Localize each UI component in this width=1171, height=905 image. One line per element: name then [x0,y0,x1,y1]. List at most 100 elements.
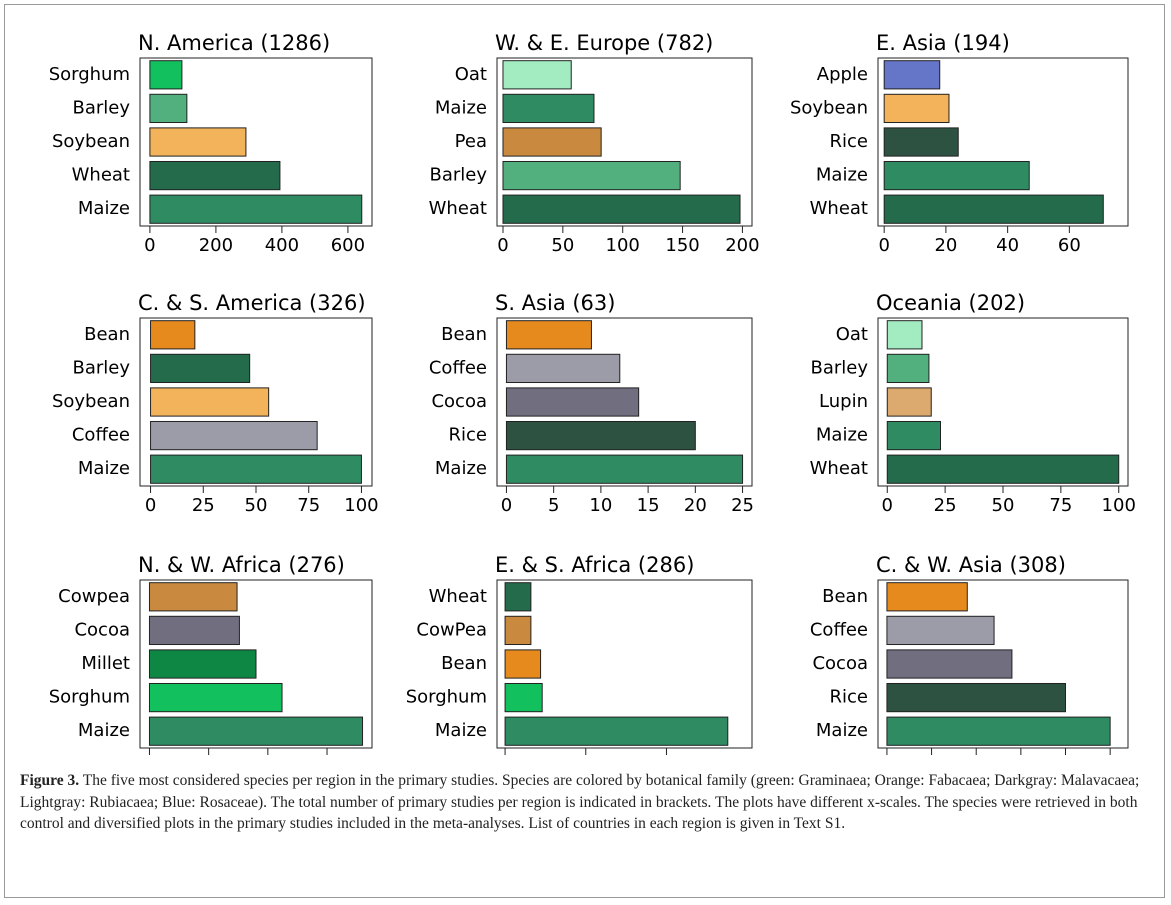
category-label: Bean [441,653,487,674]
plot-box [496,579,753,749]
plot-box [496,317,753,487]
plot-box [877,57,1129,227]
panel-title: S. Asia (63) [495,291,615,315]
caption-text: The five most considered species per reg… [20,772,1140,832]
x-tick-label: 50 [551,235,574,256]
bar [150,420,318,451]
category-label: Barley [429,165,487,186]
category-label: Maize [78,198,130,219]
bar [505,454,744,484]
category-label: Rice [830,687,868,708]
bar [886,615,995,646]
x-tick-label: 100 [1102,495,1136,516]
bar [886,454,1120,484]
x-tick-label: 0 [144,757,155,760]
x-tick-label: 0 [878,235,889,256]
category-label: Soybean [52,391,130,412]
category-label: Soybean [790,97,868,118]
category-label: Maize [816,165,868,186]
x-tick-label: 400 [265,235,299,256]
category-label: Maize [435,97,487,118]
x-tick-label: 75 [316,757,339,760]
x-tick-label: 40 [996,235,1019,256]
x-tick-label: 60 [1058,235,1081,256]
category-label: Maize [78,458,130,479]
x-tick-label: 5 [926,757,937,760]
bar [504,615,532,646]
bar [148,615,240,646]
caption-label: Figure 3. [20,772,80,789]
bar [886,716,1111,746]
x-tick-label: 50 [574,757,597,760]
bar [149,60,183,90]
category-label: Cocoa [812,653,868,674]
x-tick-label: 0 [499,757,510,760]
category-label: Cocoa [74,619,130,640]
x-tick-label: 0 [501,495,512,516]
plot-box [139,57,373,227]
bar [886,420,942,451]
panel-title: C. & S. America (326) [138,291,366,315]
bar [148,716,364,746]
x-tick-label: 100 [606,235,640,256]
plot-box [877,579,1129,749]
bar [149,127,247,157]
category-label: Sorghum [49,687,130,708]
bar [886,353,930,384]
bar [504,716,729,746]
bar [883,127,959,157]
panel-title: Oceania (202) [876,291,1025,315]
panel-title: N. & W. Africa (276) [138,553,345,577]
bar [505,353,621,384]
x-tick-label: 20 [684,495,707,516]
bar [505,320,592,350]
bar [502,93,595,124]
category-label: Cocoa [431,391,487,412]
x-tick-label: 10 [589,495,612,516]
category-label: Bean [84,324,130,345]
x-tick-label: 200 [199,235,233,256]
category-label: Maize [435,720,487,741]
plot-box [139,579,373,749]
category-label: Rice [830,131,868,152]
x-tick-label: 15 [637,495,660,516]
category-label: Bean [822,586,868,607]
x-tick-label: 0 [145,495,156,516]
bar [883,194,1104,224]
x-tick-label: 50 [256,757,279,760]
category-label: Coffee [72,425,130,446]
x-tick-label: 50 [245,495,268,516]
x-tick-label: 0 [881,757,892,760]
category-label: Barley [810,357,868,378]
bar [505,420,696,451]
bar [150,454,362,484]
x-tick-label: 150 [665,235,699,256]
panel-title: N. America (1286) [138,31,330,55]
x-tick-label: 75 [1049,495,1072,516]
x-tick-label: 100 [344,495,378,516]
x-tick-label: 25 [192,495,215,516]
x-tick-label: 600 [331,235,365,256]
bar [502,194,741,224]
category-label: Wheat [429,586,487,607]
bar [886,320,923,350]
x-tick-label: 50 [992,495,1015,516]
category-label: Millet [81,653,130,674]
category-label: Lupin [819,391,868,412]
plot-box [496,57,753,227]
x-tick-label: 0 [144,235,155,256]
x-tick-label: 10 [965,757,988,760]
x-tick-label: 0 [497,235,508,256]
category-label: Wheat [72,165,130,186]
category-label: Wheat [810,198,868,219]
bar [886,682,1067,713]
bar [502,160,681,191]
bar [148,649,257,679]
bar [883,160,1030,191]
category-label: Wheat [429,198,487,219]
x-tick-label: 20 [1054,757,1077,760]
category-label: Sorghum [49,64,130,85]
panel-title: E. Asia (194) [876,31,1010,55]
category-label: Bean [441,324,487,345]
